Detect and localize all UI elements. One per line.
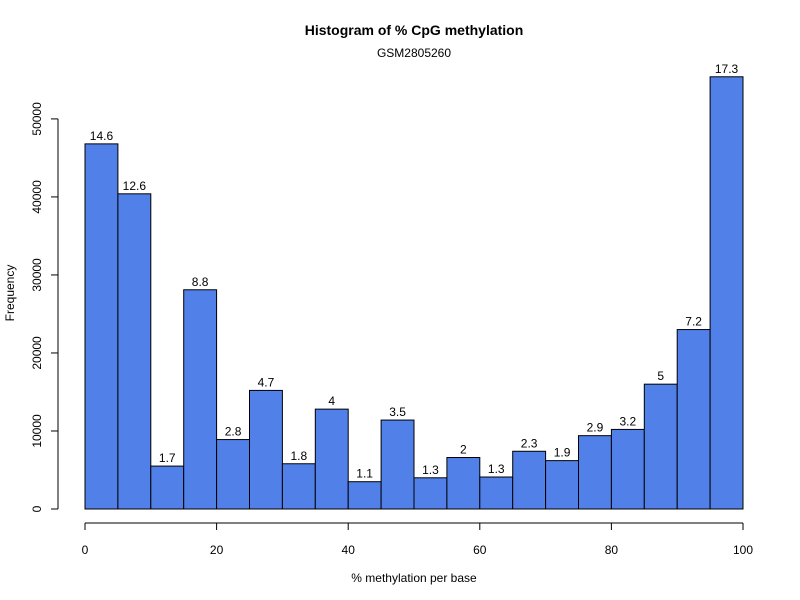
bar-data-label: 2.9	[587, 421, 604, 435]
y-tick-label: 0	[30, 505, 44, 512]
bar-data-label: 14.6	[90, 129, 114, 143]
bars-group	[84, 76, 744, 510]
histogram-bar	[446, 457, 481, 510]
x-tick-label: 80	[605, 543, 619, 557]
bar-data-label: 12.6	[123, 179, 147, 193]
bar-data-label: 5	[657, 369, 664, 383]
x-axis-label: % methylation per base	[351, 571, 477, 585]
bar-data-label: 3.2	[620, 414, 637, 428]
histogram-bar	[545, 460, 579, 510]
bar-data-label: 17.3	[715, 62, 739, 76]
bar-data-label: 4.7	[258, 375, 275, 389]
y-axis: 0 10000 20000 30000 40000 50000	[30, 102, 59, 512]
bar-data-label: 1.9	[554, 446, 571, 460]
bar-data-label: 1.3	[488, 462, 505, 476]
histogram-bar	[413, 477, 448, 510]
x-tick-label: 20	[210, 543, 224, 557]
histogram-bar	[709, 76, 744, 510]
bar-data-label: 1.8	[291, 449, 308, 463]
y-tick-label: 40000	[30, 180, 44, 214]
histogram-bar	[84, 143, 119, 510]
x-axis: 0 20 40 60 80 100	[82, 522, 753, 557]
x-tick-label: 0	[82, 543, 89, 557]
bar-data-label: 1.7	[159, 451, 176, 465]
bar-data-label: 8.8	[192, 275, 209, 289]
chart-subtitle: GSM2805260	[377, 46, 451, 60]
bar-data-label: 4	[328, 394, 335, 408]
histogram-bar	[183, 289, 218, 510]
histogram-bar	[216, 439, 251, 510]
bar-labels-group: 14.6 12.6 1.7 8.8 2.8 4.7 1.8 4 1.1 3.5 1.3 2 1.3 2.3…	[90, 62, 739, 481]
bar-data-label: 7.2	[685, 315, 702, 329]
bar-data-label: 2.8	[225, 425, 242, 439]
y-axis-label: Frequency	[3, 265, 17, 322]
histogram-bar	[249, 389, 283, 510]
bar-data-label: 2	[460, 443, 467, 457]
y-tick-label: 50000	[30, 102, 44, 136]
histogram-bar	[314, 408, 349, 510]
histogram-bar	[380, 419, 415, 510]
x-tick-label: 40	[342, 543, 356, 557]
x-tick-label: 60	[473, 543, 487, 557]
histogram-bar	[643, 383, 678, 510]
histogram-bar	[578, 435, 612, 510]
y-tick-label: 20000	[30, 336, 44, 370]
bar-data-label: 1.1	[356, 467, 373, 481]
histogram-bar	[281, 463, 316, 510]
histogram-bar	[150, 465, 185, 510]
chart-title: Histogram of % CpG methylation	[305, 22, 524, 38]
histogram-bar	[117, 193, 152, 510]
histogram-bar	[512, 450, 547, 510]
y-tick-label: 30000	[30, 258, 44, 292]
y-tick-label: 10000	[30, 414, 44, 448]
bar-data-label: 1.3	[422, 463, 439, 477]
bar-data-label: 2.3	[521, 436, 538, 450]
histogram-bar	[676, 329, 711, 510]
histogram-bar	[347, 481, 382, 510]
x-tick-label: 100	[733, 543, 753, 557]
bar-data-label: 3.5	[389, 405, 406, 419]
histogram-bar	[610, 428, 645, 510]
histogram-bar	[479, 476, 514, 510]
